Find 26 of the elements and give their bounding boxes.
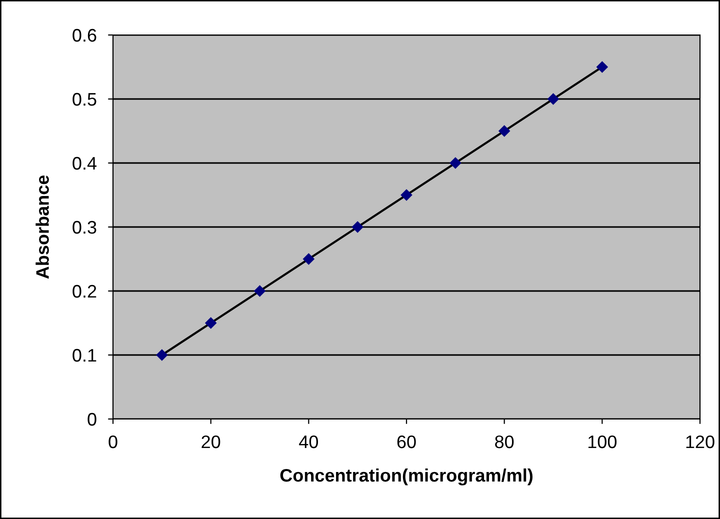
y-tick-label: 0.2 — [72, 284, 96, 298]
x-tick-label: 60 — [397, 435, 416, 448]
point — [352, 221, 364, 233]
y-tick-label: 0.5 — [72, 92, 96, 106]
x-tick-label: 0 — [108, 435, 118, 448]
x-tick-label: 100 — [588, 435, 617, 448]
point — [596, 61, 608, 73]
point — [303, 253, 314, 265]
y-tick-label: 0.1 — [72, 348, 96, 362]
x-tick-label: 120 — [686, 435, 714, 448]
point — [450, 157, 462, 169]
y-axis-title: Absorbance — [36, 175, 49, 279]
y-tick-label: 0.6 — [72, 28, 96, 42]
y-tick-label: 0 — [88, 412, 96, 426]
point — [254, 285, 266, 297]
x-axis-title: Concentration(microgram/ml) — [280, 468, 533, 486]
x-tick-label: 40 — [299, 435, 318, 448]
y-tick-label: 0.3 — [72, 220, 96, 234]
x-tick-label: 80 — [495, 435, 514, 448]
point — [156, 349, 168, 361]
point — [400, 189, 412, 201]
point — [498, 125, 510, 137]
y-tick-label: 0.4 — [72, 156, 96, 170]
point — [205, 317, 216, 329]
x-tick-label: 20 — [202, 435, 220, 448]
point — [548, 93, 559, 105]
